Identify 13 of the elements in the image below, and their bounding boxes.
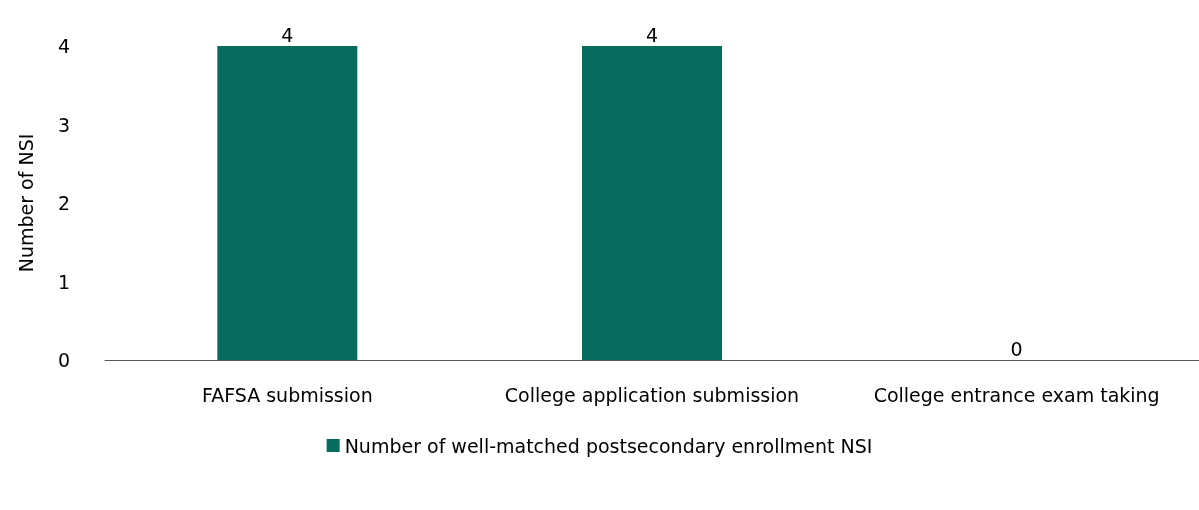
x-tick-label: FAFSA submission [201, 383, 373, 406]
x-tick-label: College entrance exam taking [873, 383, 1160, 406]
y-tick-label: 3 [57, 113, 70, 136]
y-tick-label: 2 [57, 192, 70, 214]
y-tick-label: 0 [57, 349, 70, 371]
x-tick-label: College application submission [504, 383, 800, 406]
data-label: 0 [1010, 337, 1023, 360]
data-label: 4 [281, 23, 294, 46]
data-label: 4 [645, 23, 659, 46]
y-axis-title: Number of NSI [14, 133, 37, 273]
legend-label: Number of well-matched postsecondary enrollment NSI [344, 434, 873, 457]
y-tick-label: 1 [57, 270, 70, 293]
y-tick-label: 4 [57, 35, 70, 57]
